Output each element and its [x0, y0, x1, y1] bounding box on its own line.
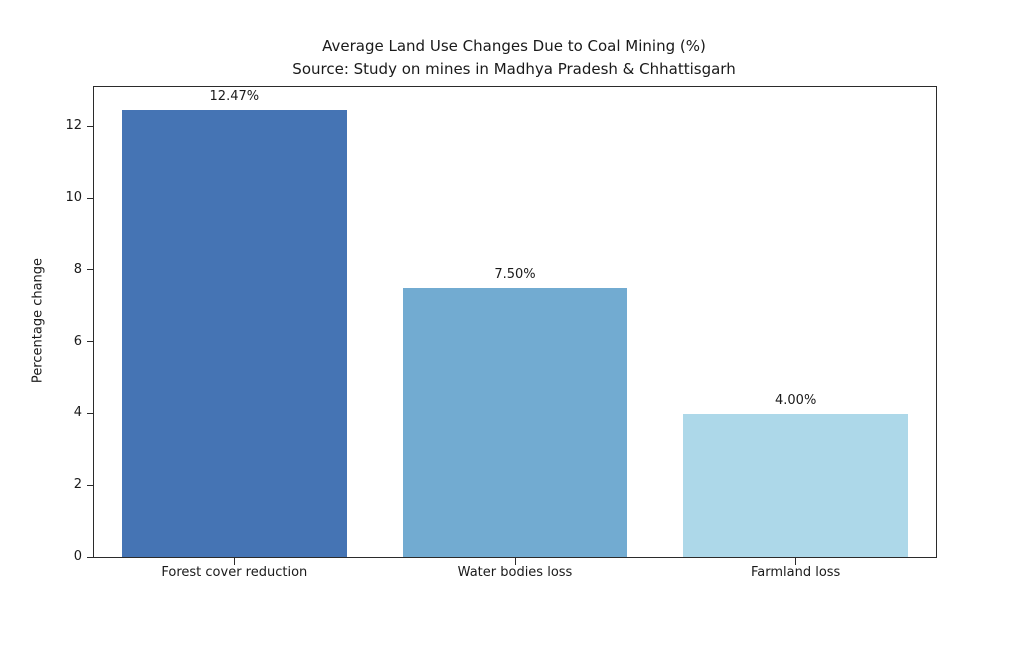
x-tick-label: Water bodies loss	[457, 565, 573, 580]
y-axis-label: Percentage change	[30, 257, 46, 384]
y-tick-label: 2	[73, 477, 82, 493]
bar	[402, 287, 628, 557]
bar	[683, 413, 908, 557]
y-tick-label: 8	[73, 261, 82, 277]
y-tick-label: 6	[73, 333, 82, 349]
y-tick-label: 4	[73, 405, 82, 421]
chart-title: Average Land Use Changes Due to Coal Min…	[322, 37, 706, 55]
chart-subtitle: Source: Study on mines in Madhya Pradesh…	[292, 60, 736, 78]
y-tick-mark	[87, 556, 94, 558]
bar	[122, 109, 347, 557]
y-tick-mark	[87, 484, 94, 486]
y-tick-mark	[87, 412, 94, 414]
bar-value-label: 7.50%	[494, 266, 536, 282]
x-tick-mark	[514, 558, 516, 565]
y-tick-mark	[87, 269, 94, 271]
x-tick-mark	[233, 558, 235, 565]
bar-value-label: 4.00%	[775, 392, 817, 408]
y-tick-label: 10	[65, 190, 82, 206]
bar-value-label: 12.47%	[209, 88, 260, 104]
y-tick-label: 12	[65, 118, 82, 134]
y-tick-mark	[87, 125, 94, 127]
y-tick-label: 0	[73, 549, 82, 564]
x-tick-label: Farmland loss	[750, 565, 841, 580]
y-tick-mark	[87, 197, 94, 199]
plot-area: 0 2 4 6 8 10 12 12.47% Forest cover reduction 7.5…	[65, 86, 937, 580]
x-tick-mark	[795, 558, 797, 565]
y-tick-mark	[87, 341, 94, 343]
x-tick-label: Forest cover reduction	[161, 565, 308, 580]
